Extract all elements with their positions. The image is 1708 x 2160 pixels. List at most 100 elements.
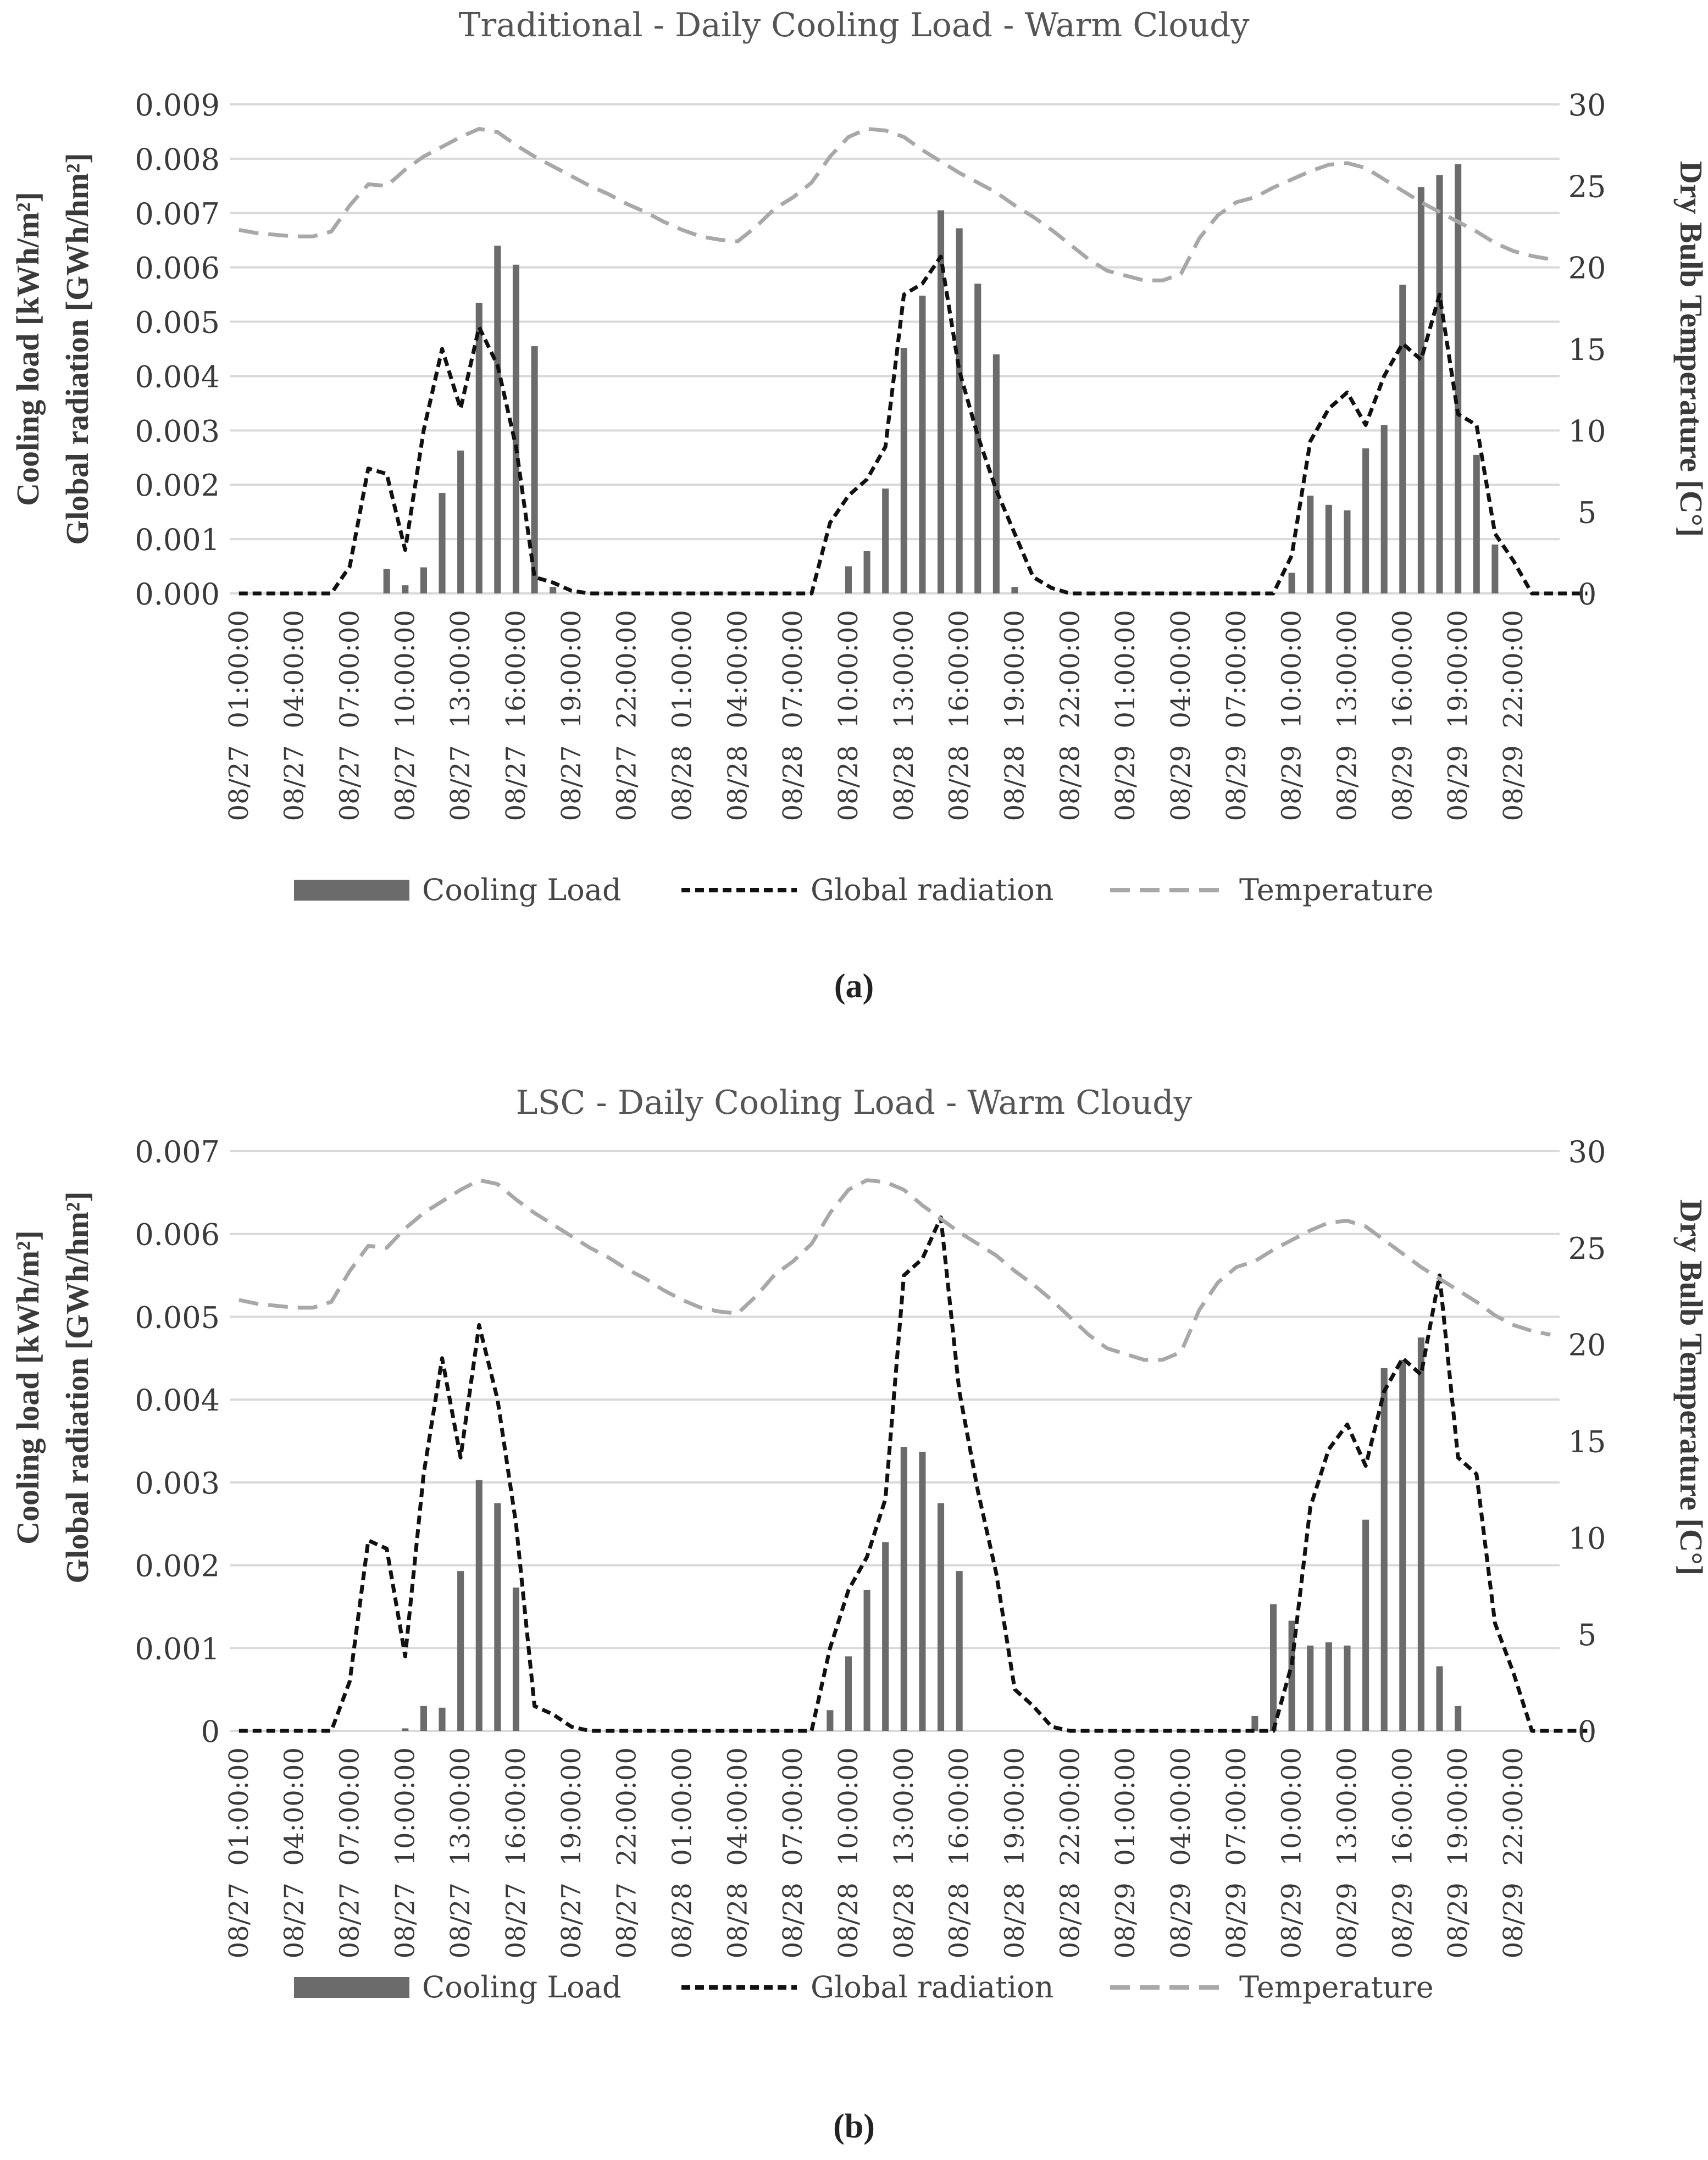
x-tick-label: 08/28 10:00:00 [833, 1747, 864, 1958]
cooling-load-bar [1362, 1519, 1369, 1731]
cooling-load-bar [919, 1452, 926, 1731]
y-left-tick-label: 0.006 [135, 1218, 220, 1252]
x-tick-label: 08/29 10:00:00 [1277, 1747, 1307, 1958]
x-tick-label: 08/28 16:00:00 [944, 1747, 975, 1958]
x-tick-label: 08/27 16:00:00 [501, 610, 531, 821]
x-tick-label: 08/28 04:00:00 [722, 1747, 753, 1958]
x-tick-label: 08/29 04:00:00 [1166, 610, 1196, 821]
x-tick-label: 08/27 16:00:00 [501, 1747, 531, 1958]
chart-title: LSC - Daily Cooling Load - Warm Cloudy [516, 1084, 1193, 1122]
cooling-load-bar [1380, 1368, 1388, 1731]
y-right-tick-label: 5 [1578, 1618, 1596, 1652]
cooling-load-bar [863, 1590, 870, 1731]
y-axis-left-label-line2: Global radiation [GWh/hm²] [59, 1191, 95, 1583]
x-tick-label: 08/27 01:00:00 [224, 1747, 254, 1958]
legend-global-radiation-label: Global radiation [811, 1970, 1053, 2004]
x-tick-label: 08/28 04:00:00 [722, 610, 753, 821]
cooling-load-bar [457, 1571, 464, 1731]
cooling-load-bar [863, 551, 870, 593]
cooling-load-bar [1491, 545, 1499, 593]
cooling-load-bar [1344, 510, 1351, 593]
cooling-load-bar [1455, 164, 1462, 593]
x-tick-label: 08/29 01:00:00 [1110, 610, 1141, 821]
cooling-load-bar [900, 1447, 907, 1731]
cooling-load-bar [1344, 1645, 1351, 1731]
temperature-line [239, 1178, 1551, 1362]
x-tick-label: 08/29 10:00:00 [1277, 610, 1307, 821]
y-axis-left-label-line2: Global radiation [GWh/hm²] [59, 153, 95, 545]
panel-label: (a) [834, 968, 874, 1005]
cooling-load-bar [1325, 504, 1332, 593]
cooling-load-bar [1362, 448, 1369, 593]
cooling-load-bar [494, 246, 501, 594]
x-tick-label: 08/28 16:00:00 [944, 610, 975, 821]
panel-label: (b) [833, 2108, 875, 2145]
x-tick-label: 08/27 13:00:00 [445, 1747, 476, 1958]
x-tick-label: 08/29 19:00:00 [1443, 1747, 1473, 1958]
cooling-load-bar [439, 493, 446, 593]
cooling-load-bar [457, 450, 464, 593]
cooling-load-bar [550, 587, 557, 593]
x-tick-label: 08/27 19:00:00 [556, 1747, 587, 1958]
x-tick-label: 08/29 13:00:00 [1332, 610, 1362, 821]
cooling-load-bar [1436, 175, 1443, 593]
x-tick-label: 08/28 07:00:00 [778, 610, 808, 821]
x-tick-label: 08/27 04:00:00 [279, 1747, 310, 1958]
cooling-load-bar [1325, 1642, 1332, 1731]
y-left-tick-label: 0.003 [135, 1466, 220, 1501]
x-tick-label: 08/27 01:00:00 [224, 610, 254, 821]
cooling-load-bar [827, 1710, 834, 1731]
y-left-tick-label: 0.001 [135, 1631, 220, 1666]
y-right-tick-label: 15 [1568, 332, 1606, 367]
y-left-tick-label: 0.009 [135, 88, 220, 123]
cooling-load-bar [1399, 1359, 1406, 1731]
cooling-load-bar [475, 1480, 483, 1731]
y-axis-right-label: Dry Bulb Temperature [C°] [1673, 161, 1708, 537]
x-tick-label: 08/29 19:00:00 [1443, 610, 1473, 821]
cooling-load-bar [1288, 573, 1295, 593]
x-tick-label: 08/29 07:00:00 [1221, 610, 1252, 821]
cooling-load-bar [974, 284, 981, 593]
x-tick-label: 08/29 16:00:00 [1387, 1747, 1418, 1958]
cooling-load-bar [383, 569, 390, 593]
cooling-load-bar [439, 1707, 446, 1731]
y-left-tick-label: 0.003 [135, 414, 220, 448]
cooling-load-bar [1307, 496, 1314, 593]
chart-panel-traditional: Traditional - Daily Cooling Load - Warm … [10, 6, 1708, 1005]
y-right-tick-label: 20 [1568, 1328, 1606, 1363]
cooling-load-bar [1417, 187, 1424, 593]
y-left-tick-label: 0.007 [135, 1135, 220, 1169]
cooling-load-bar [512, 1587, 520, 1731]
x-tick-label: 08/28 22:00:00 [1055, 610, 1085, 821]
x-tick-label: 08/29 22:00:00 [1498, 1747, 1529, 1958]
y-left-tick-label: 0.002 [135, 468, 220, 503]
x-tick-label: 08/28 22:00:00 [1055, 1747, 1085, 1958]
y-right-tick-label: 10 [1568, 414, 1606, 448]
y-right-tick-label: 15 [1568, 1425, 1606, 1459]
x-tick-label: 08/28 13:00:00 [889, 610, 919, 821]
x-tick-label: 08/27 10:00:00 [390, 1747, 420, 1958]
cooling-load-bar [882, 1542, 889, 1731]
x-tick-label: 08/28 19:00:00 [999, 610, 1030, 821]
cooling-load-bar [937, 210, 945, 593]
y-right-tick-label: 0 [1578, 577, 1596, 612]
chart-traditional: Traditional - Daily Cooling Load - Warm … [10, 6, 1708, 1005]
cooling-load-bar [1455, 1706, 1462, 1731]
legend-cooling-load-swatch [294, 880, 409, 901]
chart-lsc: LSC - Daily Cooling Load - Warm Cloudy 0… [10, 1084, 1708, 2145]
cooling-load-bar [402, 1728, 409, 1731]
y-left-tick-label: 0.001 [135, 523, 220, 557]
legend: Cooling Load Global radiation Temperatur… [294, 1970, 1434, 2004]
x-tick-label: 08/27 10:00:00 [390, 610, 420, 821]
chart-title: Traditional - Daily Cooling Load - Warm … [458, 6, 1249, 45]
y-right-tick-label: 0 [1578, 1714, 1596, 1749]
global-radiation-line [239, 1215, 1588, 1733]
cooling-load-bar [1011, 587, 1018, 593]
cooling-load-bar [1399, 285, 1406, 593]
legend-global-radiation-label: Global radiation [811, 873, 1053, 907]
legend-temperature-label: Temperature [1239, 873, 1434, 907]
cooling-load-bar [494, 1503, 501, 1731]
cooling-load-bar [420, 567, 427, 593]
legend-cooling-load-label: Cooling Load [422, 873, 622, 907]
cooling-load-bar [1251, 1715, 1258, 1731]
